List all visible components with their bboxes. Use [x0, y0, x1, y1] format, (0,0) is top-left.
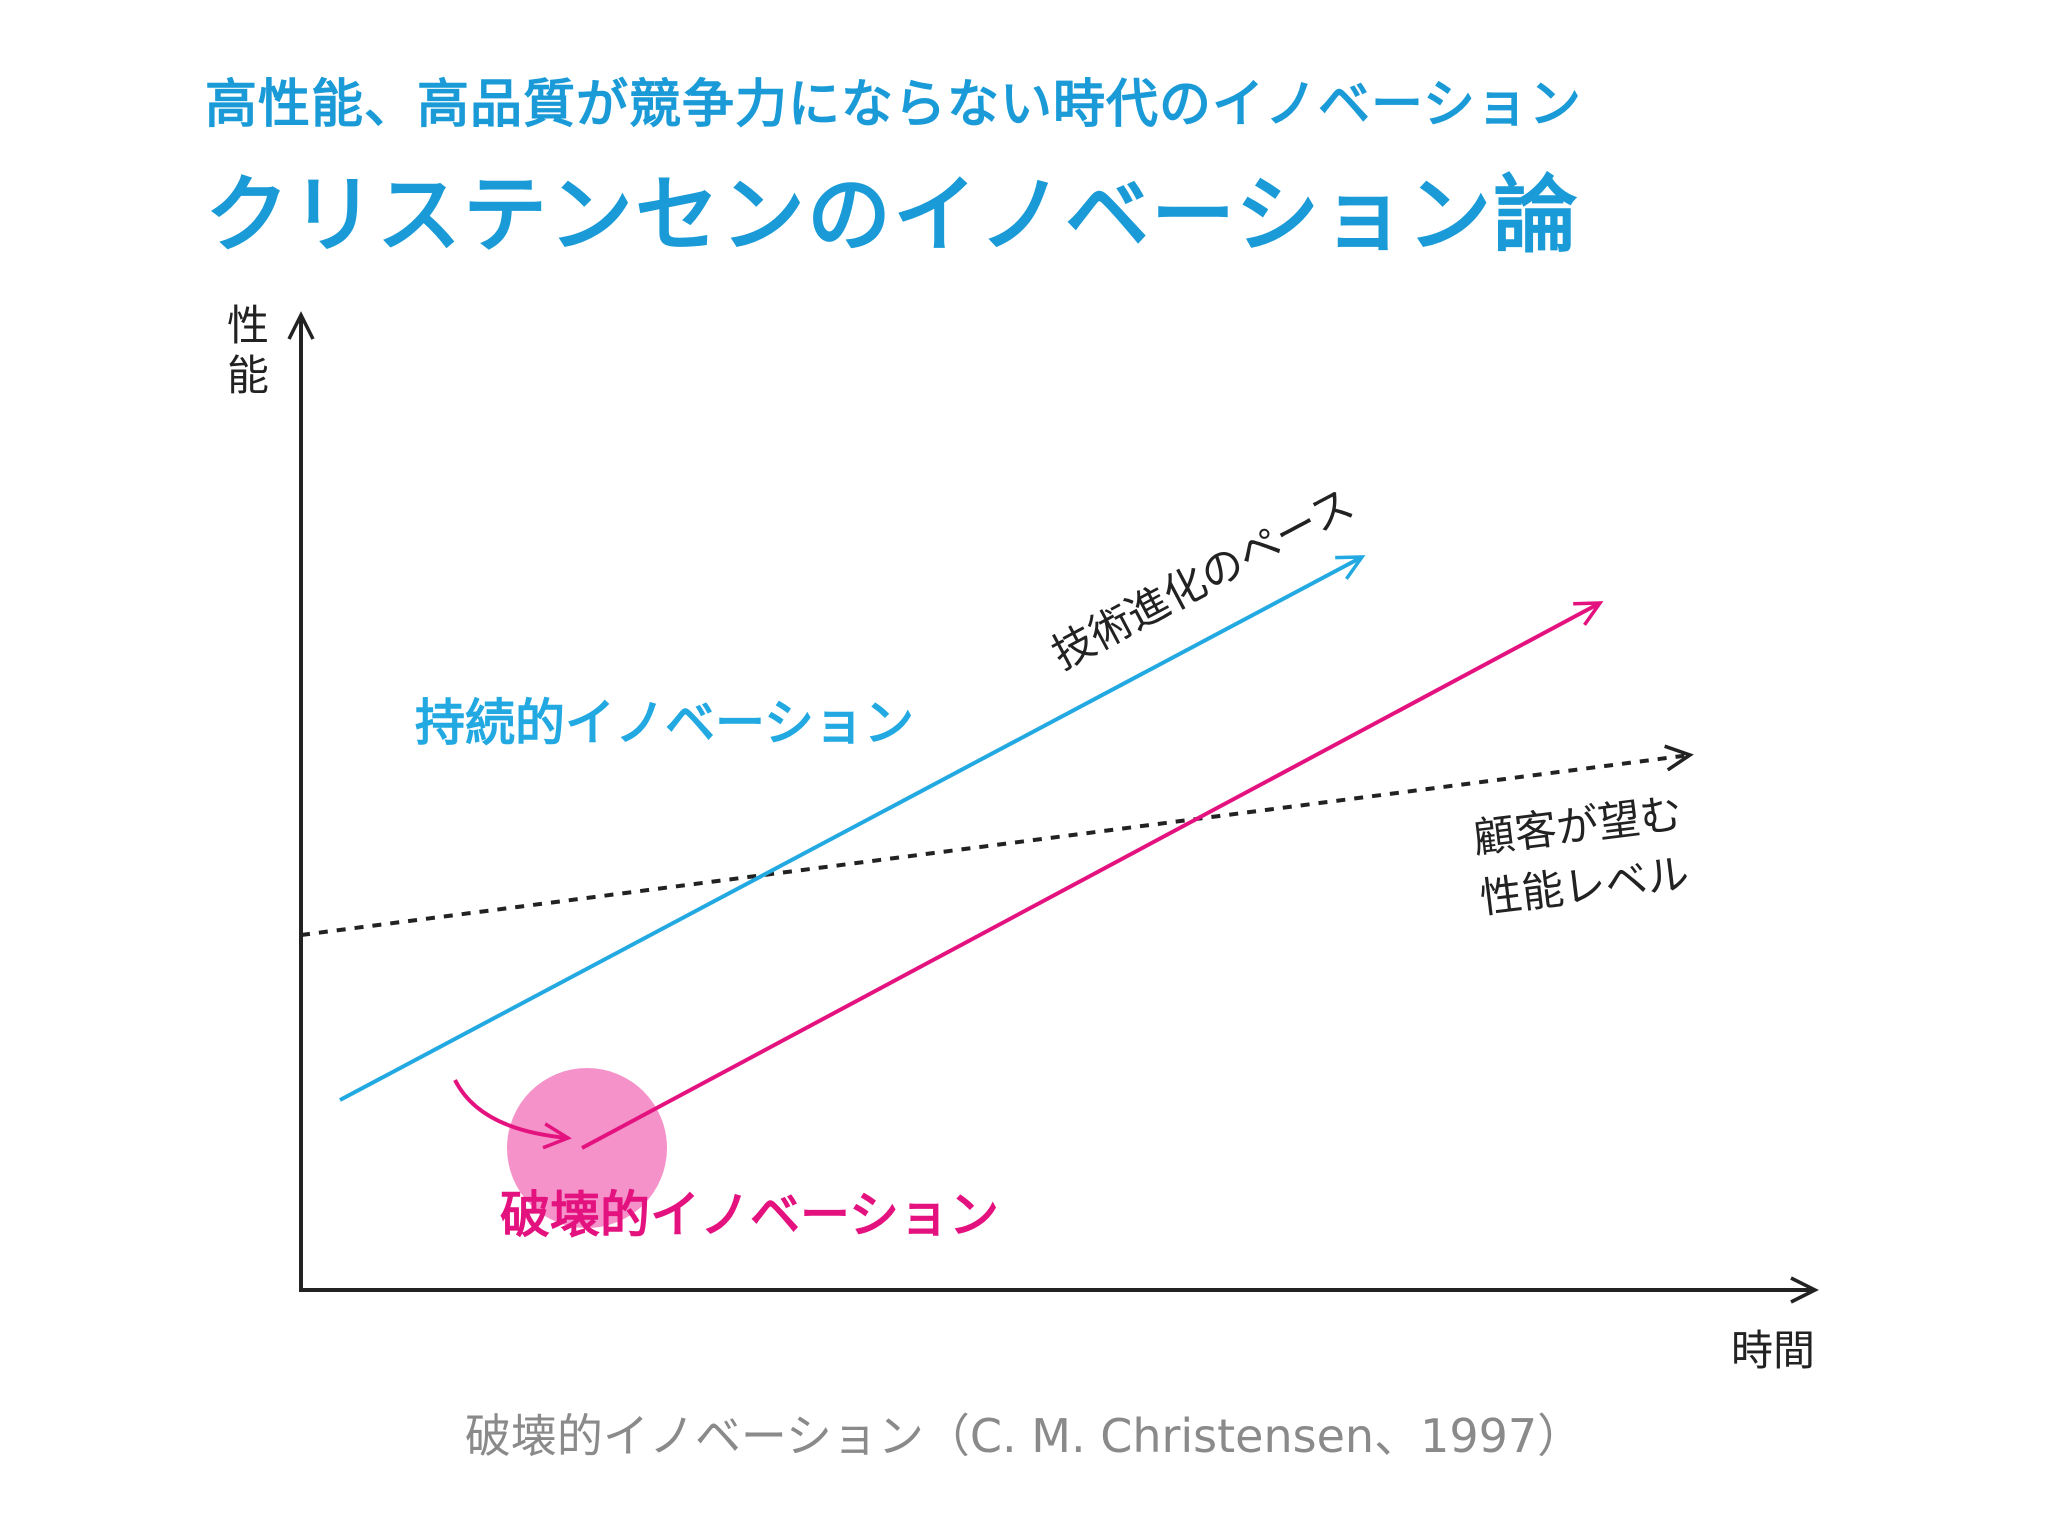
y-axis-label-1: 性: [227, 301, 269, 350]
customer-level-label-line2: 性能レベル: [1477, 849, 1691, 923]
page-subtitle: 高性能、高品質が競争力にならない時代のイノベーション: [205, 75, 1582, 135]
sustaining-innovation-label: 持続的イノベーション: [415, 694, 914, 752]
disruptive-innovation-label: 破壊的イノベーション: [500, 1186, 999, 1244]
disruption-curve-arrow: [453, 1079, 572, 1150]
page-title: クリステンセンのイノベーション論: [205, 166, 1580, 264]
x-axis-label: 時間: [1731, 1326, 1815, 1375]
y-axis-label-2: 能: [227, 351, 269, 400]
tech-pace-label: 技術進化のペース: [1044, 479, 1362, 679]
sustaining-innovation-line: [339, 555, 1366, 1102]
figure-caption: 破壊的イノベーション（C. M. Christensen、1997）: [464, 1409, 1584, 1463]
disruptive-innovation-line: [581, 601, 1604, 1150]
disruptive-origin-blob: [507, 1068, 667, 1228]
